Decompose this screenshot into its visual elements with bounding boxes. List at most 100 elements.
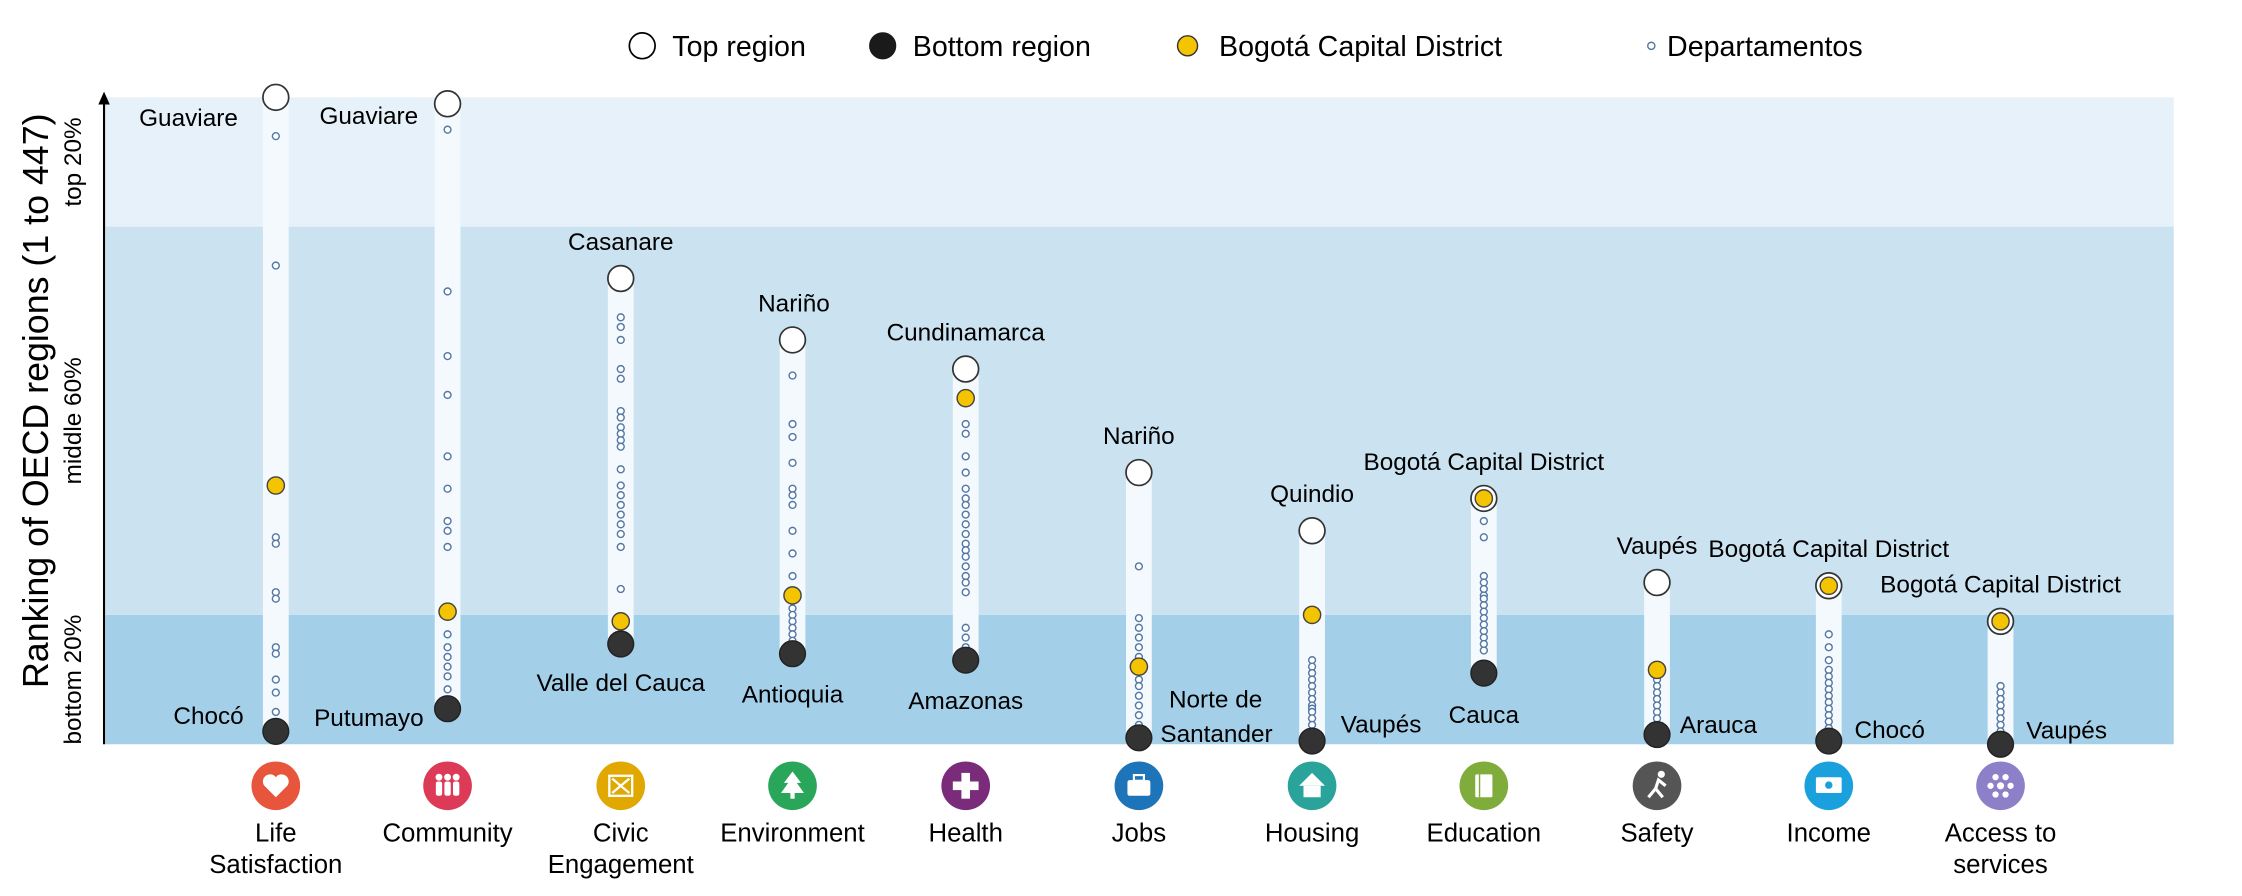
bottom-region-label: Cauca: [1449, 702, 1520, 729]
category-label-line: services: [1953, 851, 2047, 879]
network-hub: [1996, 782, 2005, 790]
bottom-region-point: [952, 646, 980, 674]
column-safety: Vaupés Arauca: [1617, 533, 1758, 749]
dept-point: [961, 588, 970, 597]
bottom-region-label: Amazonas: [908, 688, 1023, 715]
dept-point: [961, 419, 970, 429]
top-region-label: Guaviare: [139, 105, 238, 132]
dept-point: [616, 500, 625, 510]
columns: Guaviare Chocó Life Satisfaction Guaviare Put…: [139, 83, 2121, 879]
top-region-point: [607, 264, 635, 293]
bogota-point: [1129, 657, 1149, 676]
money-icon: [1804, 761, 1854, 811]
running-icon: [1632, 761, 1682, 811]
dept-point: [616, 374, 625, 383]
bogota-point: [266, 476, 286, 495]
dept-point: [961, 468, 970, 477]
dept-point: [443, 526, 452, 535]
dept-point: [616, 481, 625, 490]
dept-point: [616, 313, 625, 322]
category-label-line: Access to: [1945, 820, 2057, 848]
dept-point: [443, 542, 452, 552]
top-region-label: Guaviare: [319, 103, 418, 130]
category-label-line: Community: [382, 820, 512, 848]
dept-point: [271, 539, 280, 548]
column-education: Bogotá Capital District Cauca: [1363, 449, 1604, 729]
dept-point: [443, 452, 452, 461]
dept-point: [961, 500, 970, 510]
dept-point: [443, 125, 452, 134]
legend-label-top: Top region: [672, 31, 806, 63]
bottom-region-label: Valle del Cauca: [536, 670, 705, 697]
top-region-label: Cundinamarca: [887, 319, 1046, 346]
dept-point: [961, 578, 970, 587]
bogota-point: [1819, 576, 1839, 596]
dept-point: [271, 649, 280, 658]
dept-point: [616, 335, 625, 345]
dept-point: [788, 432, 797, 442]
ballot-cross: [611, 777, 631, 794]
band-label: top 20%: [60, 117, 87, 206]
bottom-region-point: [433, 695, 462, 723]
person-body: [435, 781, 443, 796]
dept-point: [443, 630, 452, 639]
column-income: Bogotá Capital District Chocó: [1708, 536, 1949, 755]
bottom-region-point: [607, 630, 635, 658]
dept-point: [616, 529, 625, 539]
briefcase-icon: [1114, 761, 1164, 811]
dept-point: [1479, 646, 1488, 655]
legend-marker-top: [628, 32, 656, 60]
bottom-region-label: Norte de Santander: [1160, 687, 1272, 748]
dept-point: [271, 675, 280, 684]
column-community: Guaviare Putumayo: [314, 90, 462, 732]
category-label: Life Satisfaction: [209, 820, 342, 879]
category-label-line: Safety: [1621, 820, 1694, 848]
category-label-line: Housing: [1265, 820, 1359, 848]
bottom-region-point: [1643, 720, 1671, 749]
column-access-to-services: Bogotá Capital District Vaupés: [1880, 572, 2121, 758]
ballot-box: [608, 774, 634, 797]
category-label-line: Jobs: [1112, 820, 1166, 848]
bottom-region-label: Vaupés: [1341, 711, 1422, 738]
column-life-satisfaction: Guaviare Chocó: [139, 83, 290, 745]
band-labels: top 20% middle 60% bottom 20%: [60, 117, 87, 744]
bottom-region-point: [1470, 659, 1498, 687]
top-region-point: [778, 326, 807, 354]
dept-point: [443, 287, 452, 296]
range-bar: [262, 97, 289, 732]
y-axis-arrow-icon: [98, 91, 110, 105]
bottom-region-point: [1986, 730, 2015, 758]
y-axis: Ranking of OECD regions (1 to 447): [16, 91, 110, 745]
top-region-point: [262, 83, 290, 112]
network-node: [1992, 773, 1999, 781]
dept-point: [271, 707, 280, 717]
bogota-point: [438, 602, 457, 621]
category-label: Safety: [1621, 820, 1694, 848]
category-label: Civic Engagement: [548, 820, 694, 879]
dept-point: [1134, 613, 1144, 623]
column-environment: Nariño Antioquia: [742, 290, 844, 708]
bottom-region-label: Arauca: [1680, 712, 1758, 739]
network-node: [1992, 791, 1999, 798]
runner-body: [1647, 777, 1667, 799]
runner-leg: [1654, 787, 1664, 799]
top-region-point: [1125, 458, 1153, 487]
dept-point: [788, 571, 797, 581]
bogota-point: [1302, 605, 1322, 625]
dept-point: [1134, 691, 1144, 700]
dept-point: [1479, 516, 1488, 526]
dept-point: [443, 643, 452, 652]
dept-point: [788, 526, 797, 535]
dept-point: [1134, 701, 1144, 710]
bottom-region-label-line: Norte de: [1169, 687, 1262, 714]
bogota-point: [783, 586, 802, 605]
dept-point: [788, 491, 797, 500]
tree-icon: [768, 761, 817, 811]
column-housing: Quindio Vaupés: [1270, 481, 1422, 755]
dept-point: [961, 429, 970, 438]
bottom-region-label: Chocó: [1855, 717, 1925, 744]
network-node: [2002, 773, 2009, 781]
bogota-point: [1647, 660, 1667, 680]
dept-point: [1824, 630, 1833, 639]
category-label: Community: [382, 820, 512, 848]
